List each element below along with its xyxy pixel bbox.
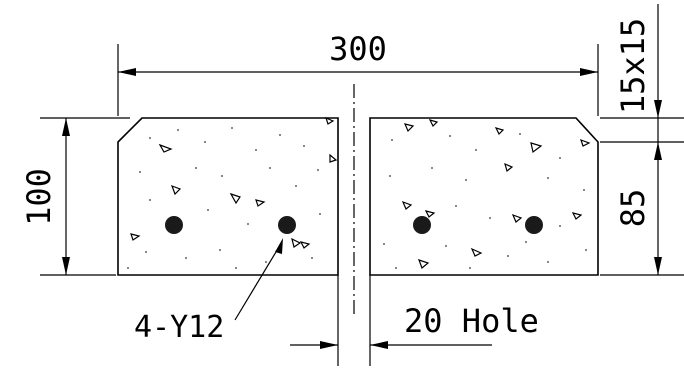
width-dimension: 300	[117, 30, 599, 116]
concrete-specks	[127, 127, 587, 269]
beam-left-half	[117, 117, 339, 276]
rebar-dot	[278, 216, 296, 234]
height-dimension-label: 100	[20, 168, 58, 226]
rebar-leader: 4-Y12	[134, 238, 283, 345]
hole-dimension: 20 Hole	[290, 302, 539, 349]
concrete-hatch	[130, 116, 591, 270]
rebar-note-label: 4-Y12	[134, 310, 224, 345]
height-dimension: 100	[20, 117, 130, 276]
beam-right-half	[369, 117, 599, 276]
rebar-dot	[165, 216, 183, 234]
right-dimensions: 15x15 85	[600, 4, 684, 276]
width-dimension-label: 300	[329, 30, 387, 68]
rebar-dot	[413, 216, 431, 234]
rebar-group	[165, 216, 543, 234]
hole-dimension-label: 20 Hole	[404, 302, 539, 340]
chamfer-dimension-label: 15x15	[614, 18, 652, 114]
rebar-dot	[525, 216, 543, 234]
lower-dimension-label: 85	[614, 189, 652, 228]
